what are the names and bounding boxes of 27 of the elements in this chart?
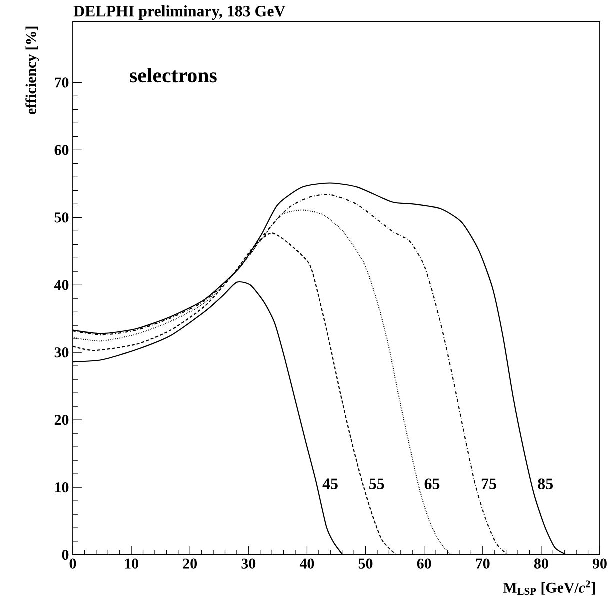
x-tick-label: 80 (534, 558, 548, 569)
y-tick-label: 60 (54, 145, 69, 156)
x-tick-label: 0 (70, 558, 76, 569)
annotation: 45 (322, 478, 338, 490)
x-tick-label: 40 (300, 558, 314, 569)
x-tick-label: 90 (592, 558, 607, 569)
y-tick-label: 0 (62, 550, 69, 560)
annotation: 55 (370, 478, 384, 490)
annotation: 65 (424, 478, 440, 490)
x-tick-label: 60 (417, 558, 432, 569)
y-tick-label: 70 (55, 78, 69, 88)
annotation: selectrons (130, 68, 217, 83)
y-tick-label: 10 (55, 482, 69, 493)
y-tick-label: 50 (54, 212, 69, 223)
x-tick-label: 50 (358, 558, 373, 569)
y-tick-label: 40 (54, 280, 69, 290)
y-tick-label: 20 (54, 415, 69, 426)
y-axis-title: efficiency [%] (26, 26, 40, 114)
annotation: 75 (482, 478, 496, 490)
x-tick-label: 10 (125, 558, 138, 569)
x-axis-title: M$_{LSP}$ [GeV/c$^{2}$] (503, 580, 596, 596)
x-tick-label: 20 (183, 558, 198, 569)
x-tick-label: 70 (476, 558, 490, 569)
y-tick-label: 30 (54, 348, 69, 358)
chart-title: DELPHI preliminary, 183 GeV (74, 6, 286, 20)
annotation: 85 (538, 478, 554, 490)
x-tick-label: 30 (242, 558, 256, 569)
